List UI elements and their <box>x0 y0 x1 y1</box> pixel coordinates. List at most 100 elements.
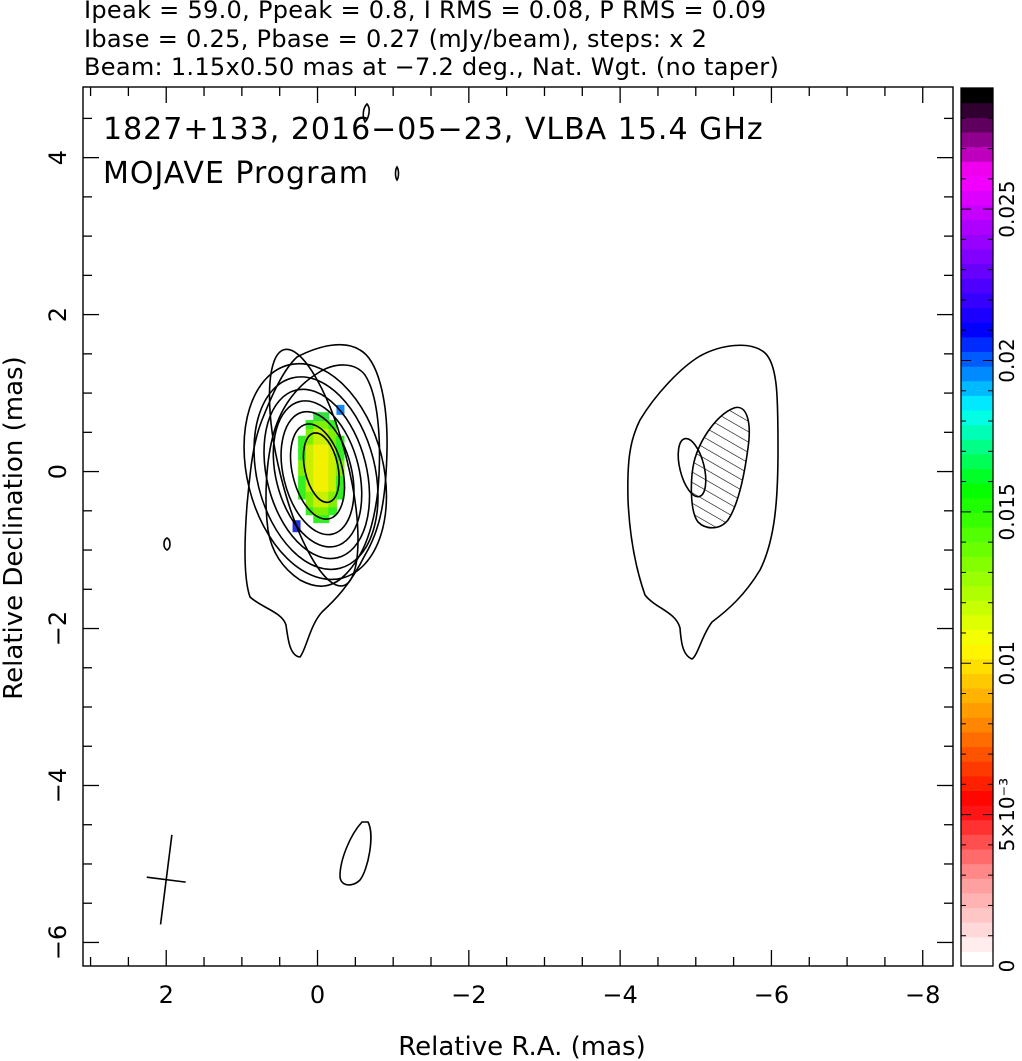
pol-pixel <box>320 459 330 469</box>
intensity-contours <box>146 102 779 925</box>
colorbar-step <box>961 190 993 206</box>
contour-blob-west <box>163 537 171 551</box>
colorbar-step <box>961 307 993 323</box>
colorbar-step <box>961 512 993 528</box>
colorbar-tick-label: 0.01 <box>995 641 1019 686</box>
colorbar-step <box>961 117 993 133</box>
header-line-3: Beam: 1.15x0.50 mas at −7.2 deg., Nat. W… <box>84 53 780 81</box>
colorbar-step <box>961 161 993 177</box>
contour-blob-south <box>339 821 372 886</box>
colorbar-step <box>961 892 993 909</box>
pol-pixel <box>320 435 330 445</box>
colorbar-step <box>961 556 993 572</box>
x-tick-label: −8 <box>905 981 940 1009</box>
pol-pixel <box>320 443 330 453</box>
pol-pixel <box>335 459 345 469</box>
x-axis-label: Relative R.A. (mas) <box>398 1032 645 1061</box>
y-tick-label: 0 <box>44 464 72 479</box>
contour-level-2 <box>265 364 381 587</box>
pol-pixel <box>335 435 345 445</box>
pol-pixel <box>335 482 345 492</box>
pol-pixel <box>328 482 337 492</box>
pol-pixel <box>305 467 315 476</box>
colorbar-border <box>960 87 994 967</box>
pol-pixel <box>298 467 307 476</box>
contour-level <box>302 432 340 504</box>
pol-pixel <box>320 482 330 492</box>
colorbar-step <box>961 878 993 894</box>
colorbar-step <box>961 483 993 499</box>
colorbar-step <box>961 439 993 455</box>
pol-pixel <box>335 443 345 453</box>
pol-pixel <box>328 459 337 469</box>
colorbar-step <box>961 629 993 645</box>
pol-pixel <box>328 498 337 508</box>
colorbar-step <box>961 278 993 294</box>
colorbar-step <box>961 248 993 265</box>
y-tick-label: −2 <box>44 611 72 646</box>
colorbar-step <box>961 863 993 879</box>
colorbar-step <box>961 219 993 235</box>
colorbar-step <box>961 541 993 557</box>
pol-pixel <box>313 467 322 476</box>
pol-pixel <box>320 467 330 476</box>
pol-pixel <box>305 451 315 461</box>
colorbar-step <box>961 834 993 850</box>
colorbar-step <box>961 409 993 426</box>
pol-pixel <box>313 451 322 461</box>
colorbar-tick-label: 0.02 <box>995 338 1019 383</box>
jet-inner-contour <box>677 437 707 498</box>
pol-pixel <box>305 490 315 500</box>
colorbar-step <box>961 322 993 338</box>
contour-level <box>289 423 346 520</box>
pol-pixel <box>320 490 330 500</box>
pol-pixel <box>328 467 337 476</box>
colorbar-tick-label: 0.015 <box>995 483 1019 540</box>
pol-pixel <box>328 490 337 500</box>
colorbar-step <box>961 395 993 411</box>
y-tick-label: −4 <box>44 768 72 803</box>
colorbar-step <box>961 336 993 352</box>
x-tick-label: 0 <box>310 981 325 1009</box>
colorbar-tick-label: 5×10⁻³ <box>995 778 1019 852</box>
pol-pixel <box>298 459 307 469</box>
colorbar-step <box>961 644 993 660</box>
pol-pixel <box>313 482 322 492</box>
plot-border <box>82 86 954 967</box>
pol-pixel <box>313 459 322 469</box>
colorbar-step <box>961 673 993 689</box>
colorbar-step <box>961 717 993 733</box>
pol-pixel <box>298 443 307 453</box>
contour-level <box>253 376 379 571</box>
colorbar-step <box>961 790 993 806</box>
colorbar-step <box>961 775 993 791</box>
colorbar-step <box>961 497 993 513</box>
jet-negative-contour <box>690 406 750 529</box>
pol-pixel <box>298 451 307 461</box>
pol-pixel <box>335 490 345 500</box>
colorbar-step <box>961 351 993 367</box>
pol-pixel <box>313 506 322 516</box>
pol-pixel <box>305 459 315 469</box>
colorbar-step <box>961 658 993 674</box>
colorbar-step <box>961 131 993 148</box>
y-tick-label: 2 <box>44 307 72 322</box>
colorbar-step <box>961 951 993 967</box>
colorbar-step <box>961 366 993 382</box>
pol-pixel <box>313 443 322 453</box>
pol-pixel <box>305 435 315 445</box>
colorbar: 0 5×10⁻³ 0.01 0.015 0.02 0.025 <box>960 87 1019 972</box>
colorbar-step <box>961 570 993 587</box>
panel-title-line-1: 1827+133, 2016−05−23, VLBA 15.4 GHz <box>103 112 764 147</box>
contour-blob-north-2 <box>394 165 400 182</box>
pol-pixel <box>298 482 307 492</box>
pol-pixel <box>328 427 337 437</box>
colorbar-step <box>961 175 993 192</box>
pol-pixel <box>298 490 307 500</box>
colorbar-step <box>961 424 993 440</box>
colorbar-step <box>961 731 993 748</box>
pol-pixel <box>335 467 345 476</box>
beam-marker <box>146 834 186 925</box>
colorbar-step <box>961 746 993 762</box>
colorbar-step <box>961 102 993 118</box>
